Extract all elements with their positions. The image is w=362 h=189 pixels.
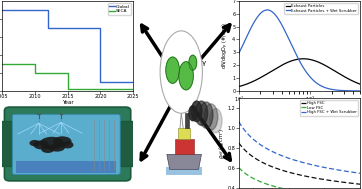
Circle shape — [210, 108, 222, 133]
SECA — [131, 88, 135, 90]
High FSC + Wet Scrubber — [311, 164, 315, 166]
SECA — [0, 63, 4, 65]
Circle shape — [195, 101, 208, 125]
High FSC — [308, 176, 313, 178]
FancyBboxPatch shape — [0, 122, 16, 167]
Circle shape — [189, 106, 197, 121]
FancyBboxPatch shape — [12, 114, 120, 175]
SECA — [33, 72, 37, 74]
Exhaust Particles + Wet Scrubber — [295, 56, 300, 58]
SECA — [33, 63, 37, 65]
Exhaust Particles — [355, 82, 360, 84]
Legend: Global, SECA: Global, SECA — [108, 3, 131, 15]
Bar — [166, 167, 202, 175]
Circle shape — [189, 55, 197, 70]
Exhaust Particles — [358, 83, 362, 85]
High FSC — [309, 176, 313, 178]
Line: Exhaust Particles: Exhaust Particles — [239, 59, 360, 87]
Global — [0, 9, 4, 11]
Exhaust Particles — [309, 59, 313, 61]
High FSC — [358, 183, 362, 185]
Exhaust Particles — [336, 72, 341, 74]
Exhaust Particles + Wet Scrubber — [358, 90, 362, 92]
Line: Global: Global — [2, 10, 133, 82]
Y-axis label: $\rho_{eff}$ (g/cm³): $\rho_{eff}$ (g/cm³) — [217, 128, 226, 159]
Exhaust Particles — [303, 58, 307, 60]
Ellipse shape — [53, 136, 72, 146]
Polygon shape — [167, 154, 201, 169]
Exhaust Particles + Wet Scrubber — [309, 77, 313, 79]
High FSC — [237, 142, 241, 144]
Text: γ: γ — [201, 60, 206, 66]
Line: Exhaust Particles + Wet Scrubber: Exhaust Particles + Wet Scrubber — [239, 10, 360, 91]
Exhaust Particles + Wet Scrubber — [295, 54, 299, 57]
Exhaust Particles + Wet Scrubber — [303, 69, 307, 71]
Global — [46, 27, 50, 29]
Global — [46, 9, 50, 11]
Legend: Exhaust Particles, Exhaust Particles + Wet Scrubber: Exhaust Particles, Exhaust Particles + W… — [285, 3, 358, 14]
Circle shape — [160, 31, 202, 113]
Circle shape — [166, 57, 179, 83]
Exhaust Particles + Wet Scrubber — [265, 9, 269, 11]
Low FSC — [237, 167, 241, 169]
Ellipse shape — [41, 146, 54, 153]
Global — [98, 81, 103, 83]
High FSC + Wet Scrubber — [339, 169, 343, 172]
Exhaust Particles — [237, 85, 241, 88]
FancyBboxPatch shape — [4, 107, 131, 181]
Bar — [174, 139, 194, 154]
X-axis label: Year: Year — [62, 100, 73, 105]
Exhaust Particles + Wet Scrubber — [237, 52, 241, 55]
Ellipse shape — [62, 141, 73, 149]
High FSC + Wet Scrubber — [237, 121, 241, 123]
Exhaust Particles — [295, 58, 299, 60]
Ellipse shape — [29, 140, 40, 146]
Ellipse shape — [33, 140, 49, 149]
Line: High FSC: High FSC — [239, 143, 360, 184]
SECA — [66, 72, 70, 74]
Global — [131, 81, 135, 83]
Legend: High FSC, Low FSC, High FSC + Wet Scrubber: High FSC, Low FSC, High FSC + Wet Scrubb… — [300, 100, 358, 115]
Global — [98, 27, 103, 29]
High FSC + Wet Scrubber — [308, 163, 313, 166]
High FSC + Wet Scrubber — [309, 163, 313, 166]
Line: SECA: SECA — [2, 64, 133, 89]
Exhaust Particles + Wet Scrubber — [355, 90, 360, 92]
Line: High FSC + Wet Scrubber: High FSC + Wet Scrubber — [239, 122, 360, 173]
Bar — [16, 161, 116, 173]
Exhaust Particles — [301, 58, 306, 60]
Circle shape — [179, 62, 193, 90]
Ellipse shape — [40, 137, 64, 149]
High FSC — [311, 177, 315, 179]
Circle shape — [199, 102, 213, 128]
Circle shape — [204, 104, 218, 130]
High FSC — [347, 182, 351, 184]
High FSC + Wet Scrubber — [347, 170, 351, 173]
Low FSC — [237, 167, 241, 169]
Exhaust Particles — [294, 58, 299, 61]
SECA — [66, 88, 70, 90]
Bar — [178, 128, 190, 139]
Ellipse shape — [49, 143, 65, 152]
FancyBboxPatch shape — [119, 122, 137, 167]
Y-axis label: dN/dlogD$_p$ (#/cm³): dN/dlogD$_p$ (#/cm³) — [220, 22, 231, 69]
High FSC + Wet Scrubber — [237, 121, 241, 123]
Bar — [185, 113, 189, 128]
Line: Low FSC: Low FSC — [239, 168, 360, 189]
Exhaust Particles + Wet Scrubber — [336, 89, 341, 91]
X-axis label: $d_{mo}$ (nm): $d_{mo}$ (nm) — [286, 104, 312, 113]
Circle shape — [191, 101, 202, 122]
High FSC — [339, 181, 343, 183]
High FSC + Wet Scrubber — [358, 172, 362, 174]
High FSC — [237, 142, 241, 145]
